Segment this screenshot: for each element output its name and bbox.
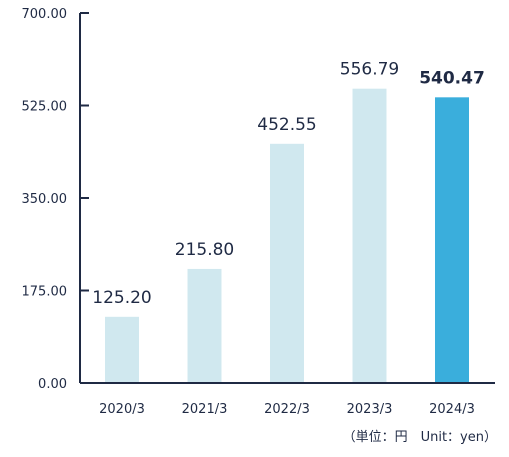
x-tick-label: 2020/3 bbox=[99, 402, 145, 417]
x-axis-tick-labels: 2020/3 2021/3 2022/3 2023/3 2024/3 bbox=[99, 402, 475, 417]
y-tick-label: 350.00 bbox=[22, 192, 68, 207]
bar-2022-3 bbox=[270, 143, 304, 383]
bar-2021-3 bbox=[187, 268, 222, 383]
value-label: 556.79 bbox=[340, 60, 399, 80]
bar-2023-3 bbox=[352, 88, 387, 383]
x-tick-label: 2024/3 bbox=[429, 402, 475, 417]
value-labels: 125.20 215.80 452.55 556.79 540.47 bbox=[92, 60, 485, 308]
value-label: 215.80 bbox=[175, 240, 234, 260]
bar-2024-3 bbox=[435, 97, 469, 383]
bars bbox=[105, 88, 469, 383]
bar-2020-3 bbox=[105, 316, 139, 383]
y-tick-label: 175.00 bbox=[22, 285, 68, 300]
value-label: 125.20 bbox=[92, 288, 151, 308]
value-label: 540.47 bbox=[419, 68, 485, 88]
unit-note: （単位：円 Unit：yen） bbox=[342, 430, 497, 445]
value-label: 452.55 bbox=[257, 115, 316, 135]
x-tick-label: 2021/3 bbox=[182, 402, 228, 417]
x-tick-label: 2023/3 bbox=[347, 402, 393, 417]
y-tick-label: 525.00 bbox=[22, 100, 68, 115]
y-axis-ticks: 0.00 175.00 350.00 525.00 700.00 bbox=[22, 7, 89, 392]
y-tick-label: 0.00 bbox=[38, 377, 67, 392]
x-tick-label: 2022/3 bbox=[264, 402, 310, 417]
y-tick-label: 700.00 bbox=[22, 7, 68, 22]
